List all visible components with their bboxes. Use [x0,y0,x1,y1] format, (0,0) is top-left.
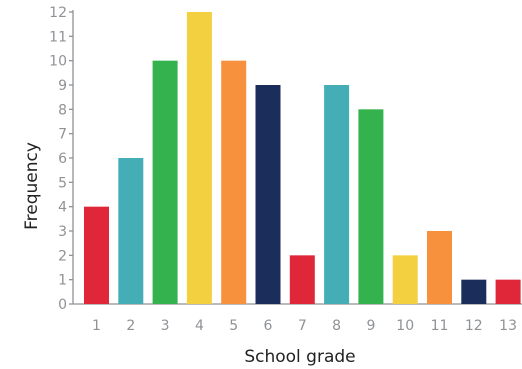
y-tick-label: 4 [58,200,67,216]
y-tick-label: 9 [58,78,67,94]
x-tick-label: 6 [264,318,273,334]
bar-grade-9 [358,109,384,304]
y-tick-label: 7 [58,127,67,143]
bar-grade-12 [461,279,487,304]
x-tick-label: 9 [366,318,375,334]
x-tick-label: 5 [229,318,238,334]
x-tick-label: 4 [195,318,204,334]
bar-grade-11 [427,231,452,304]
y-tick-label: 2 [58,248,67,264]
x-tick-label: 11 [431,318,449,334]
bar-grade-3 [152,60,178,304]
y-axis-title: Frequency [22,142,42,230]
y-tick-label: 10 [49,54,67,70]
y-tick-label: 6 [58,151,67,167]
y-tick-label: 3 [58,224,67,240]
bar-grade-7 [289,255,315,304]
bar-grade-13 [495,279,521,304]
bar-grade-2 [118,158,144,304]
x-tick-label: 1 [92,318,101,334]
y-tick-label: 5 [58,175,67,191]
bar-grade-5 [221,60,247,304]
y-tick-label: 0 [58,297,67,313]
y-tick-label: 11 [49,29,67,45]
x-axis: 1 2 3 4 5 6 7 8 9 10 11 12 13 [73,303,522,334]
x-tick-label: 7 [298,318,307,334]
bar-grade-10 [392,255,418,304]
x-tick-label: 12 [465,318,483,334]
x-tick-label: 3 [161,318,170,334]
y-tick-label: 1 [58,273,67,289]
x-tick-label: 2 [126,318,135,334]
bar-grade-1 [84,206,109,304]
bar-grade-4 [186,12,212,304]
y-tick-label: 8 [58,102,67,118]
bars [84,12,521,304]
x-tick-label: 8 [332,318,341,334]
x-tick-label: 13 [499,318,517,334]
bar-grade-6 [255,85,281,304]
bar-grade-8 [324,85,350,304]
x-axis-title: School grade [244,347,355,367]
y-tick-label: 12 [49,5,67,21]
x-tick-label: 10 [396,318,414,334]
